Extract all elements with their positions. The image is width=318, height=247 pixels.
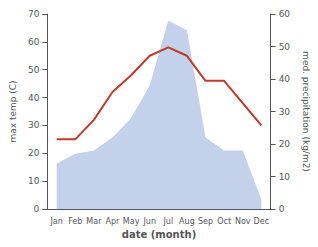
svg-text:50: 50 [28, 65, 40, 75]
svg-text:10: 10 [28, 176, 40, 186]
svg-text:70: 70 [28, 9, 40, 19]
svg-text:max temp (C): max temp (C) [8, 80, 18, 142]
svg-text:date (month): date (month) [122, 229, 196, 240]
svg-text:Dec: Dec [254, 217, 269, 226]
svg-text:Oct: Oct [217, 217, 231, 226]
svg-text:40: 40 [279, 74, 291, 84]
svg-text:0: 0 [279, 204, 285, 214]
svg-text:Mar: Mar [86, 217, 102, 226]
svg-text:10: 10 [279, 172, 291, 182]
svg-text:40: 40 [28, 93, 40, 103]
svg-text:30: 30 [279, 107, 291, 117]
svg-text:Jan: Jan [49, 217, 62, 226]
svg-text:60: 60 [279, 9, 291, 19]
svg-text:20: 20 [279, 139, 291, 149]
svg-text:Feb: Feb [68, 217, 82, 226]
svg-text:50: 50 [279, 42, 291, 52]
svg-text:med. precipitation (kg/m2): med. precipitation (kg/m2) [301, 51, 311, 172]
svg-text:Apr: Apr [106, 217, 121, 226]
svg-text:30: 30 [28, 120, 40, 130]
svg-text:May: May [123, 217, 140, 226]
svg-text:20: 20 [28, 148, 40, 158]
svg-text:Nov: Nov [235, 217, 251, 226]
svg-text:Aug: Aug [179, 217, 195, 226]
svg-text:60: 60 [28, 37, 40, 47]
svg-text:Sep: Sep [198, 217, 213, 226]
svg-text:Jul: Jul [162, 217, 173, 226]
svg-text:Jun: Jun [142, 217, 156, 226]
svg-text:0: 0 [34, 204, 40, 214]
